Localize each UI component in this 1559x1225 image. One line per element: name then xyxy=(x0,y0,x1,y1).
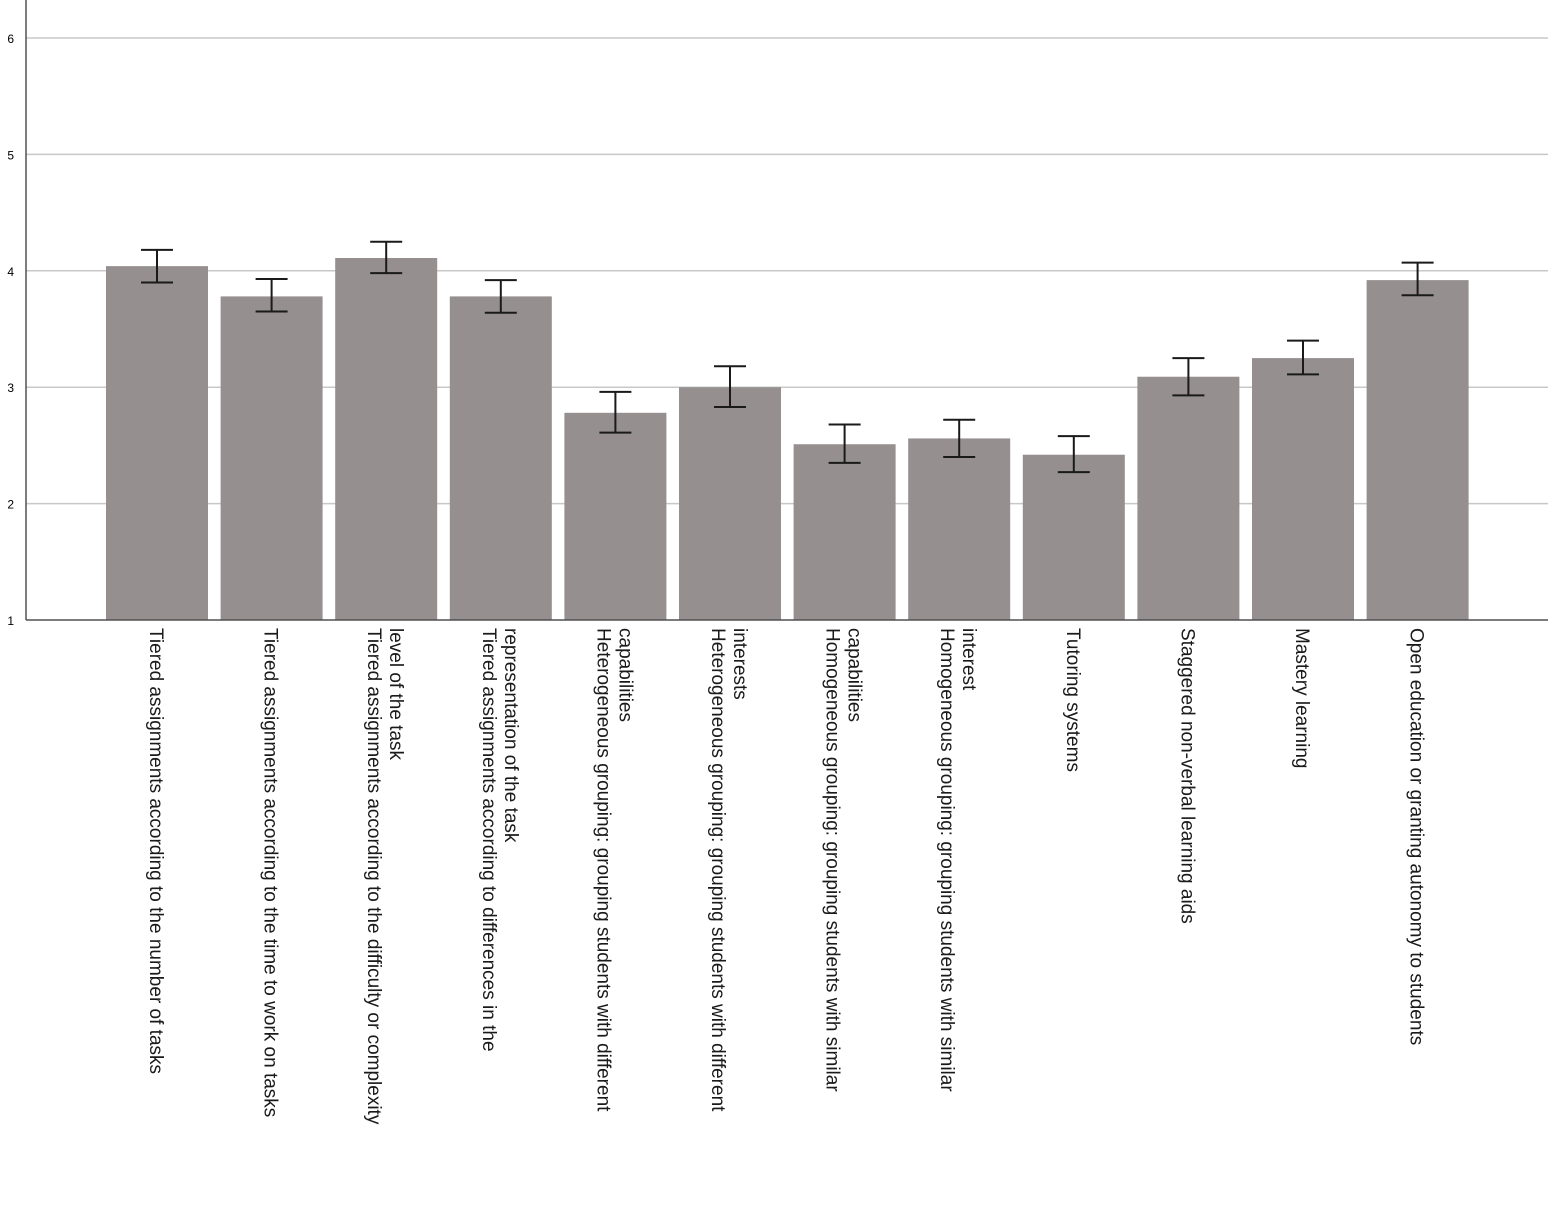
x-tick-label: Tiered assignments according to the time… xyxy=(260,628,281,1117)
y-tick-label: 3 xyxy=(7,381,14,395)
bar xyxy=(335,257,438,620)
x-tick-label-line: Heterogeneous grouping: grouping student… xyxy=(707,628,728,1112)
y-tick-label: 5 xyxy=(7,148,14,162)
x-tick-label-line: Open education or granting autonomy to s… xyxy=(1406,628,1427,1045)
x-tick-label: Tutoring systems xyxy=(1062,628,1083,772)
bar xyxy=(679,387,781,620)
x-tick-label-line: interests xyxy=(729,628,750,700)
x-tick-label: Mastery learning xyxy=(1291,628,1312,768)
errorbar-layer xyxy=(141,240,1434,474)
axis-layer xyxy=(25,0,1548,621)
x-tick-label: Homogeneous grouping: grouping students … xyxy=(936,628,979,1092)
y-tick-label: 1 xyxy=(7,614,14,628)
y-tick-label: 2 xyxy=(7,498,14,512)
x-tick-label-line: capabilities xyxy=(844,628,865,722)
x-tick-label-line: Tiered assignments according to differen… xyxy=(478,628,499,1052)
bar xyxy=(1252,358,1354,620)
bar xyxy=(1366,280,1469,620)
x-tick-label-line: Tiered assignments according to the time… xyxy=(260,628,281,1117)
bar xyxy=(793,444,896,620)
x-tick-label: Staggered non-verbal learning aids xyxy=(1176,628,1197,924)
bar xyxy=(220,296,323,620)
x-tick-label: Open education or granting autonomy to s… xyxy=(1406,628,1427,1045)
x-tick-label-line: Tiered assignments according to the numb… xyxy=(145,628,166,1074)
bar xyxy=(1022,454,1125,620)
x-tick-label: Tiered assignments according to differen… xyxy=(478,628,521,1052)
x-tick-label-line: Tutoring systems xyxy=(1062,628,1083,772)
y-tick-label: 4 xyxy=(7,265,14,279)
x-tick-label-line: Homogeneous grouping: grouping students … xyxy=(822,628,843,1092)
x-tick-label-line: interest xyxy=(958,628,979,691)
y-tick-labels: 1 2 3 4 5 6 xyxy=(7,32,14,628)
bar xyxy=(564,412,667,620)
x-tick-label-line: Mastery learning xyxy=(1291,628,1312,768)
x-tick-labels: Tiered assignments according to the numb… xyxy=(145,628,1427,1125)
bar xyxy=(908,438,1011,620)
x-tick-label-line: Tiered assignments according to the diff… xyxy=(363,628,384,1125)
bar-layer xyxy=(106,257,1469,620)
y-tick-label: 6 xyxy=(7,32,14,46)
x-tick-label-line: capabilities xyxy=(614,628,635,722)
x-tick-label-line: Staggered non-verbal learning aids xyxy=(1176,628,1197,924)
bar xyxy=(106,266,208,620)
x-tick-label-line: level of the task xyxy=(385,628,406,761)
x-tick-label: Homogeneous grouping: grouping students … xyxy=(822,628,865,1092)
x-tick-label-line: Heterogeneous grouping: grouping student… xyxy=(592,628,613,1112)
bar xyxy=(1137,376,1240,620)
x-tick-label-line: representation of the task xyxy=(500,628,521,843)
x-tick-label: Heterogeneous grouping: grouping student… xyxy=(592,628,635,1112)
bar xyxy=(449,296,552,620)
x-tick-label: Tiered assignments according to the numb… xyxy=(145,628,166,1074)
x-tick-label: Tiered assignments according to the diff… xyxy=(363,628,406,1125)
x-tick-label-line: Homogeneous grouping: grouping students … xyxy=(936,628,957,1092)
x-tick-label: Heterogeneous grouping: grouping student… xyxy=(707,628,750,1112)
